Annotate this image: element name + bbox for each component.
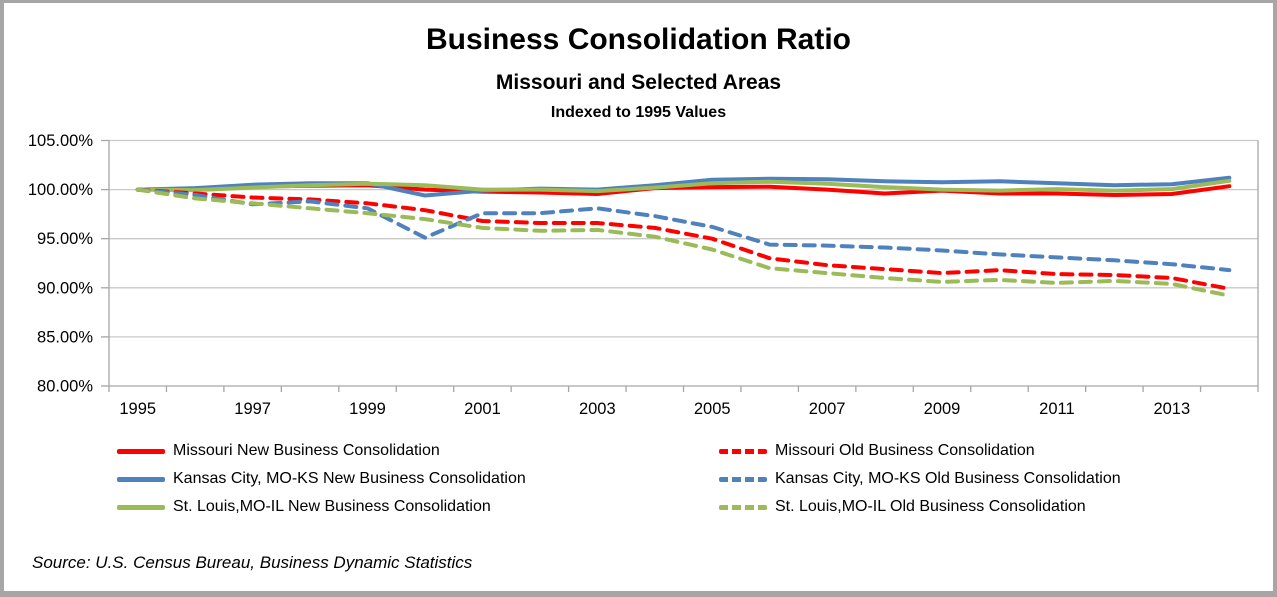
legend-swatch-red-dashed <box>719 448 767 454</box>
legend-item-kansas-city-new: Kansas City, MO-KS New Business Consolid… <box>117 465 526 493</box>
legend-item-st-louis-new: St. Louis,MO-IL New Business Consolidati… <box>117 493 526 521</box>
legend-column-new: Missouri New Business Consolidation Kans… <box>117 437 526 521</box>
series-line-kansas-city-mo-ks-old-business-consolidation <box>135 187 1232 273</box>
chart-subtitle: Missouri and Selected Areas <box>495 71 782 94</box>
y-tick-label: 105.00% <box>28 132 93 150</box>
legend-item-kansas-city-old: Kansas City, MO-KS Old Business Consolid… <box>719 465 1121 493</box>
x-tick-label: 1997 <box>234 400 271 418</box>
y-tick-label: 100.00% <box>28 181 93 199</box>
legend-swatch-green-solid <box>117 504 165 510</box>
legend-item-missouri-old: Missouri Old Business Consolidation <box>719 437 1121 465</box>
x-tick-label: 2005 <box>694 400 731 418</box>
chart-title: Business Consolidation Ratio <box>425 23 852 56</box>
y-tick-label: 95.00% <box>37 230 93 248</box>
legend-column-old: Missouri Old Business Consolidation Kans… <box>719 437 1121 521</box>
plot-area-svg: 105.00% 100.00% 95.00% 90.00% 85.00% 80.00% 19… <box>28 132 1259 418</box>
legend-swatch-blue-solid <box>117 476 165 482</box>
series-line-st-louis-mo-il-old-business-consolidation <box>135 187 1232 298</box>
x-tick-label: 2003 <box>579 400 616 418</box>
source-note: Source: U.S. Census Bureau, Business Dyn… <box>32 553 473 572</box>
series-line-missouri-old-business-consolidation <box>135 187 1232 291</box>
legend-swatch-green-dashed <box>719 504 767 510</box>
y-tick-label: 90.00% <box>37 279 93 297</box>
legend-label: Missouri Old Business Consolidation <box>775 442 1035 459</box>
legend-swatch-red-solid <box>117 448 165 454</box>
x-tick-label: 2007 <box>809 400 846 418</box>
series-line-st-louis-mo-il-new-business-consolidation <box>135 178 1232 194</box>
legend-label: Kansas City, MO-KS New Business Consolid… <box>173 470 526 487</box>
legend-swatch-blue-dashed <box>719 476 767 482</box>
x-tick-label: 2013 <box>1153 400 1190 418</box>
x-tick-label: 1999 <box>349 400 386 418</box>
legend-item-missouri-new: Missouri New Business Consolidation <box>117 437 526 465</box>
chart-subtitle-indexed: Indexed to 1995 Values <box>550 104 727 121</box>
x-tick-label: 1995 <box>119 400 156 418</box>
y-tick-label: 85.00% <box>37 328 93 346</box>
legend-label: St. Louis,MO-IL New Business Consolidati… <box>173 498 491 515</box>
legend-label: St. Louis,MO-IL Old Business Consolidati… <box>775 498 1086 515</box>
x-tick-label: 2001 <box>464 400 501 418</box>
legend-item-st-louis-old: St. Louis,MO-IL Old Business Consolidati… <box>719 493 1121 521</box>
x-tick-label: 2009 <box>924 400 961 418</box>
x-tick-label: 2011 <box>1039 400 1074 418</box>
legend-label: Missouri New Business Consolidation <box>173 442 440 459</box>
legend-label: Kansas City, MO-KS Old Business Consolid… <box>775 470 1121 487</box>
y-tick-label: 80.00% <box>37 378 93 396</box>
